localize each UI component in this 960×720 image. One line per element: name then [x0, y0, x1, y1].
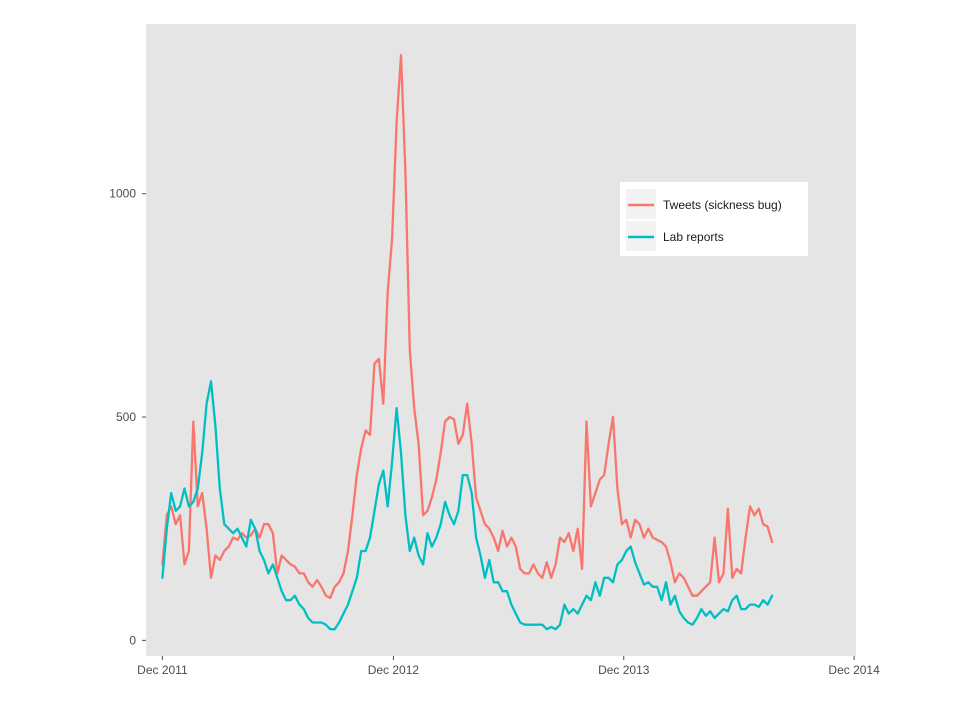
x-tick-label: Dec 2012 — [368, 663, 420, 677]
x-tick-label: Dec 2013 — [598, 663, 650, 677]
series-line-0 — [161, 54, 774, 600]
legend-label-lab-reports: Lab reports — [663, 230, 724, 244]
plot-panel — [146, 24, 856, 656]
legend: Tweets (sickness bug) Lab reports — [620, 182, 808, 256]
y-tick-label: 0 — [129, 633, 136, 647]
y-tick-label: 1000 — [109, 187, 136, 201]
y-tick-label: 500 — [116, 410, 136, 424]
axes-layer: Dec 2011 Dec 2012 Dec 2013 Dec 2014 0 500 1000 — [109, 187, 880, 677]
legend-label-tweets: Tweets (sickness bug) — [663, 198, 782, 212]
series-layer — [161, 54, 774, 631]
x-tick-label: Dec 2014 — [828, 663, 880, 677]
x-tick-label: Dec 2011 — [137, 663, 188, 677]
series-line-1 — [161, 380, 774, 631]
